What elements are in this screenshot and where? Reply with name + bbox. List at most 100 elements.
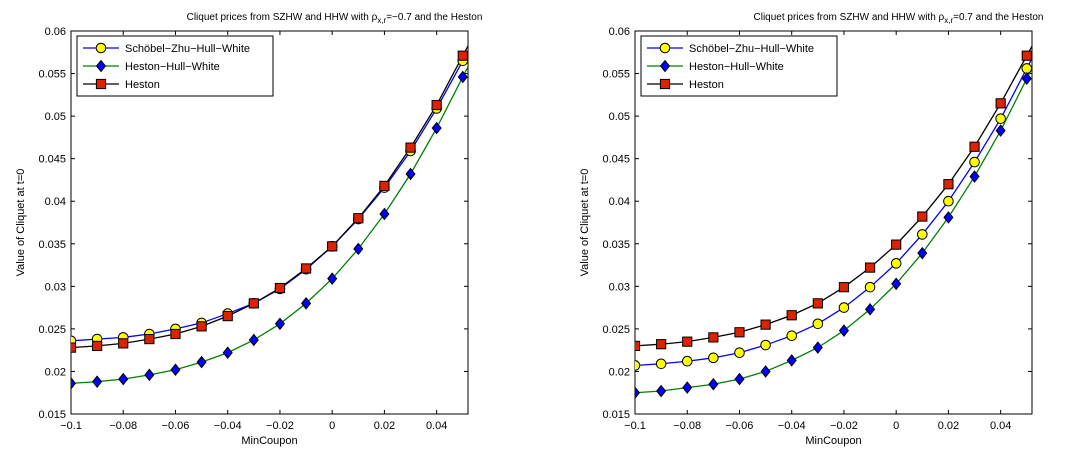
chart-title: Cliquet prices from SZHW and HHW with ρx… xyxy=(187,12,483,25)
y-tick-label: 0.06 xyxy=(609,26,630,38)
series-2-point xyxy=(405,167,416,181)
x-tick-label: −0.06 xyxy=(162,420,190,432)
series-2-point xyxy=(865,303,876,316)
series-2-point xyxy=(943,211,954,224)
series-2-point xyxy=(786,354,797,367)
chart-panel-1: −0.1 −0.08 −0.06 −0.04 −0.02 0 0.02 0.04 0.015 0.… xyxy=(15,12,482,447)
series-1-point xyxy=(890,258,902,269)
title-suffix: =0.7 and the Heston xyxy=(953,12,1043,23)
y-tick-label: 0.05 xyxy=(45,111,66,123)
series-2-point xyxy=(917,246,928,260)
series-2-point xyxy=(379,207,390,221)
legend-label-1: Schöbel−Zhu−Hull−White xyxy=(125,43,250,55)
legend-label-2: Heston−Hull−White xyxy=(689,61,784,73)
series-3-point xyxy=(144,334,155,345)
series-2-point xyxy=(92,375,103,388)
series-2-point xyxy=(682,381,693,394)
x-tick-label: −0.02 xyxy=(266,420,294,432)
x-tick-label: −0.02 xyxy=(830,420,858,432)
series-3-point xyxy=(969,141,980,152)
y-tick-label: 0.04 xyxy=(609,196,630,208)
series-2-point xyxy=(196,355,207,369)
y-tick-label: 0.025 xyxy=(602,324,630,336)
series-2-point xyxy=(248,333,259,347)
series-1-point xyxy=(635,360,641,371)
series-3-point xyxy=(71,342,77,353)
y-axis-label: Value of Cliquet at t=0 xyxy=(15,169,27,277)
series-3-point xyxy=(917,211,928,222)
series-2-point xyxy=(760,365,771,378)
title-prefix: Cliquet prices from SZHW and HHW with ρ xyxy=(754,12,945,23)
x-axis-label: MinCoupon xyxy=(805,435,861,447)
legend-marker-2 xyxy=(659,59,671,73)
series-1-point xyxy=(734,347,745,359)
y-tick-label: 0.02 xyxy=(609,366,630,378)
y-tick-label: 0.035 xyxy=(38,239,66,251)
series-1-point xyxy=(655,358,667,370)
series-3-point xyxy=(274,282,286,294)
series-2-point xyxy=(457,70,468,84)
series-3-point xyxy=(760,319,771,330)
plot-area xyxy=(71,45,468,390)
y-tick-label: 0.03 xyxy=(609,281,630,293)
series-2-point xyxy=(144,368,155,382)
series-2-point xyxy=(327,272,338,285)
series-3-point xyxy=(635,340,641,352)
series-1-point xyxy=(969,156,980,168)
series-3-point xyxy=(405,142,416,153)
series-2-point xyxy=(995,124,1006,137)
series-2-point xyxy=(838,324,849,337)
series-2-point xyxy=(170,363,181,377)
legend-label-3: Heston xyxy=(689,79,724,91)
legend: Schöbel−Zhu−Hull−White Heston−Hull−White H… xyxy=(640,35,838,97)
series-1-point xyxy=(760,339,771,351)
y-tick-label: 0.03 xyxy=(45,281,66,293)
series-1-point xyxy=(838,302,850,313)
series-2-point xyxy=(734,372,745,386)
series-2-point xyxy=(118,372,129,386)
series-3-point xyxy=(943,179,954,190)
x-tick-label: 0.04 xyxy=(426,420,447,432)
y-tick-label: 0.035 xyxy=(602,239,630,251)
legend-marker-3 xyxy=(95,78,107,90)
x-tick-label: −0.08 xyxy=(673,420,701,432)
series-3-point xyxy=(379,180,390,192)
x-tick-label: −0.08 xyxy=(109,420,137,432)
series-2-point xyxy=(353,242,364,256)
series-2-point xyxy=(431,121,442,135)
series-3-point xyxy=(431,99,442,111)
series-2-point xyxy=(635,386,641,400)
series-3-point xyxy=(118,338,129,349)
title-prefix: Cliquet prices from SZHW and HHW with ρ xyxy=(187,12,378,23)
legend-label-1: Schöbel−Zhu−Hull−White xyxy=(689,43,814,55)
x-tick-label: −0.04 xyxy=(214,420,242,432)
series-1-point xyxy=(943,195,954,207)
series-2-point xyxy=(222,346,233,360)
x-axis-label: MinCoupon xyxy=(241,435,297,447)
series-3-point xyxy=(995,98,1006,109)
series-2-point xyxy=(708,377,719,391)
series-3-point xyxy=(1021,50,1032,61)
chart-title: Cliquet prices from SZHW and HHW with ρx… xyxy=(754,12,1044,25)
legend-marker-1 xyxy=(95,42,107,54)
y-tick-label: 0.06 xyxy=(45,26,66,38)
series-3-point xyxy=(682,336,693,347)
series-3-point xyxy=(864,262,876,273)
series-3-point xyxy=(457,50,468,61)
x-tick-label: −0.1 xyxy=(60,420,82,432)
series-2-point xyxy=(812,341,823,354)
x-tick-label: −0.1 xyxy=(624,420,646,432)
legend-marker-1 xyxy=(659,42,671,54)
series-1-point xyxy=(681,355,693,367)
series-1-point xyxy=(786,330,798,341)
series-1-point xyxy=(864,281,876,293)
legend-marker-2 xyxy=(95,59,107,73)
x-tick-label: −0.06 xyxy=(726,420,754,432)
series-3-point xyxy=(92,340,103,352)
series-3-point xyxy=(786,310,797,321)
series-2-point xyxy=(1021,72,1032,85)
legend-label-3: Heston xyxy=(125,79,160,91)
series-3-point xyxy=(812,298,823,309)
